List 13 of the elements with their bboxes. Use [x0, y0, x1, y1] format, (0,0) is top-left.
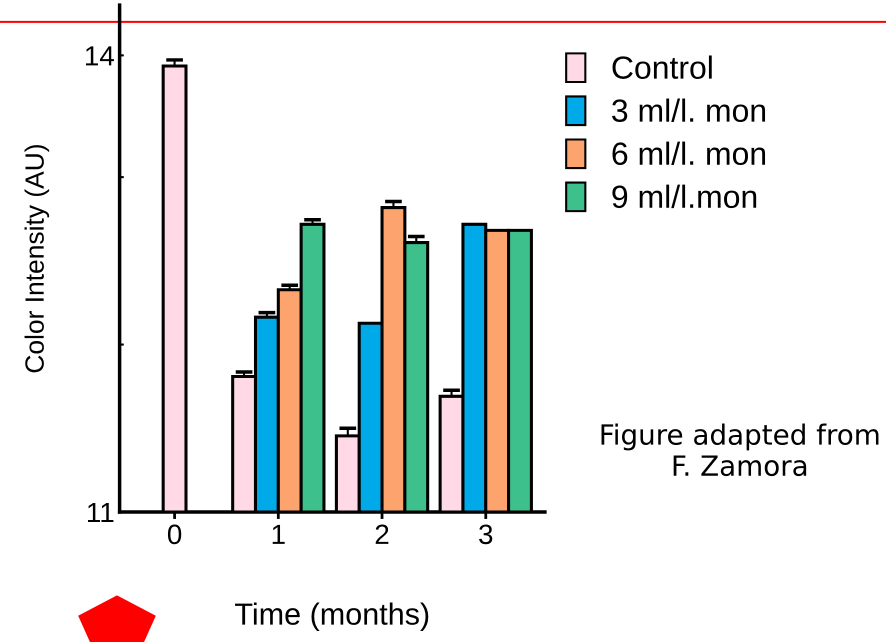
y-axis-title: Color Intensity (AU) [24, 145, 50, 372]
legend-label: 3 ml/l. mon [612, 98, 766, 122]
x-tick-label: 3 [479, 524, 492, 544]
y-tick-label: 11 [88, 502, 114, 522]
y-tick-label: 14 [86, 46, 114, 66]
legend-label: Control [612, 55, 712, 79]
x-tick-label: 1 [272, 524, 285, 544]
legend-label: 6 ml/l. mon [612, 142, 766, 166]
x-tick-label: 0 [168, 524, 182, 544]
x-axis-title: Time (months) [235, 602, 428, 631]
text: Figure adapted from F. Zamora [602, 424, 878, 476]
x-tick-label: 2 [376, 524, 388, 544]
legend-label: 9 ml/l.mon [612, 184, 756, 208]
